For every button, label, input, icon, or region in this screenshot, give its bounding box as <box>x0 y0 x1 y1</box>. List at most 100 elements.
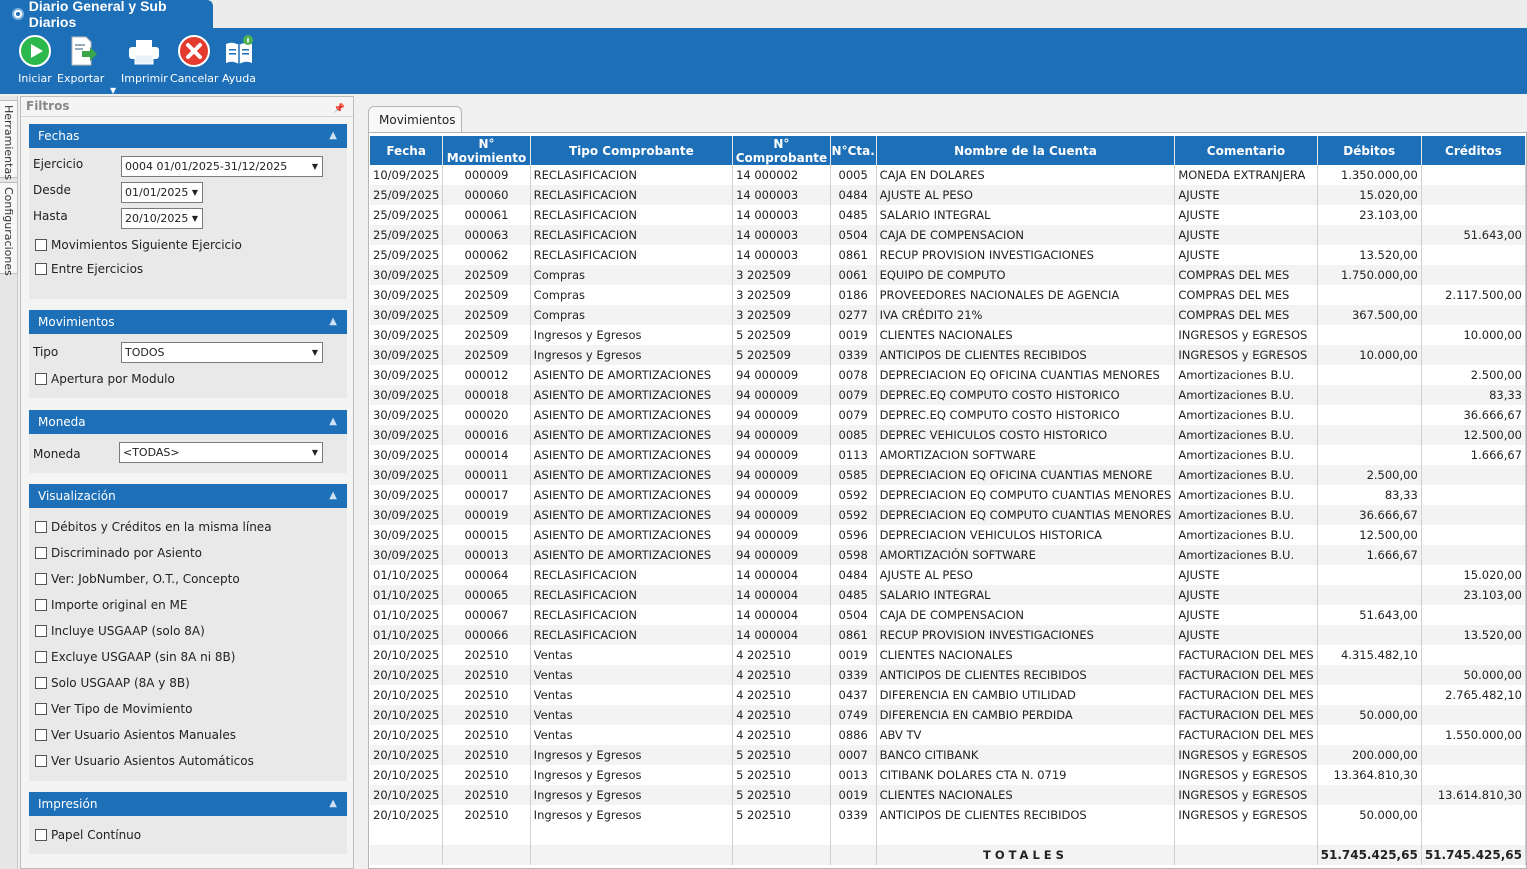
chk-ver-usuario-automaticos[interactable]: Ver Usuario Asientos Automáticos <box>35 754 254 768</box>
chk-importe-original-me[interactable]: Importe original en ME <box>35 598 187 612</box>
table-row[interactable]: 30/09/2025 202509 Compras 3 202509 0186 PROVE… <box>370 285 1526 305</box>
table-row[interactable]: 30/09/2025 000016 ASIENTO DE AMORTIZACIONE… <box>370 425 1526 445</box>
hasta-date-field[interactable]: 20/10/2025 ▼ <box>121 208 203 229</box>
chk-ver-tipo-movimiento[interactable]: Ver Tipo de Movimiento <box>35 702 192 716</box>
chk-ver-usuario-manuales[interactable]: Ver Usuario Asientos Manuales <box>35 728 236 742</box>
chk-debitos-creditos-misma-linea[interactable]: Débitos y Créditos en la misma línea <box>35 520 272 534</box>
desde-date-field[interactable]: 01/01/2025 ▼ <box>121 182 203 203</box>
exportar-button[interactable]: Exportar <box>57 33 104 85</box>
table-row[interactable]: 20/10/2025 202510 Ingresos y Egresos 5 2025… <box>370 785 1526 805</box>
table-row[interactable]: 20/10/2025 202510 Ventas 4 202510 0437 DIFERE… <box>370 685 1526 705</box>
cancelar-button[interactable]: Cancelar <box>170 33 219 85</box>
cell-comentario: FACTURACION DEL MES <box>1174 725 1318 745</box>
chk-ver-jobnumber[interactable]: Ver: JobNumber, O.T., Concepto <box>35 572 240 586</box>
checkbox[interactable] <box>35 239 47 251</box>
collapse-icon[interactable]: ▲ <box>329 490 337 501</box>
chk-apertura-por-modulo[interactable]: Apertura por Modulo <box>35 372 175 386</box>
collapse-icon[interactable]: ▲ <box>329 798 337 809</box>
imprimir-button[interactable]: Imprimir <box>121 33 168 85</box>
group-visualizacion-header[interactable]: Visualización ▲ <box>29 484 347 508</box>
checkbox[interactable] <box>35 729 47 741</box>
side-tabs: Herramientas Configuraciones <box>0 96 18 869</box>
col-creditos[interactable]: Créditos <box>1421 136 1526 165</box>
group-movimientos-header[interactable]: Movimientos ▲ <box>29 310 347 334</box>
table-row[interactable]: 10/09/2025 000009 RECLASIFICACION 14 000002… <box>370 165 1526 185</box>
collapse-icon[interactable]: ▲ <box>329 416 337 427</box>
checkbox[interactable] <box>35 547 47 559</box>
checkbox[interactable] <box>35 521 47 533</box>
checkbox[interactable] <box>35 829 47 841</box>
table-row[interactable]: 30/09/2025 202509 Compras 3 202509 0061 EQUIP… <box>370 265 1526 285</box>
collapse-icon[interactable]: ▲ <box>329 316 337 327</box>
group-impresion-header[interactable]: Impresión ▲ <box>29 792 347 816</box>
table-row[interactable]: 30/09/2025 202509 Ingresos y Egresos 5 2025… <box>370 345 1526 365</box>
table-row[interactable]: 01/10/2025 000066 RECLASIFICACION 14 000004… <box>370 625 1526 645</box>
col-n-movimiento[interactable]: N° Movimiento <box>442 136 531 165</box>
table-row[interactable]: 30/09/2025 000011 ASIENTO DE AMORTIZACIONE… <box>370 465 1526 485</box>
window-title-tab[interactable]: Diario General y Sub Diarios <box>0 0 213 30</box>
checkbox[interactable] <box>35 703 47 715</box>
tab-movimientos[interactable]: Movimientos <box>368 106 462 132</box>
checkbox[interactable] <box>35 263 47 275</box>
table-row[interactable]: 25/09/2025 000062 RECLASIFICACION 14 000003… <box>370 245 1526 265</box>
iniciar-button[interactable]: Iniciar <box>17 33 53 85</box>
table-row[interactable]: 30/09/2025 000018 ASIENTO DE AMORTIZACIONE… <box>370 385 1526 405</box>
checkbox[interactable] <box>35 677 47 689</box>
group-moneda-header[interactable]: Moneda ▲ <box>29 410 347 434</box>
checkbox[interactable] <box>35 373 47 385</box>
chk-solo-usgaap[interactable]: Solo USGAAP (8A y 8B) <box>35 676 190 690</box>
table-row[interactable]: 20/10/2025 202510 Ventas 4 202510 0339 ANTICI… <box>370 665 1526 685</box>
group-fechas-header[interactable]: Fechas ▲ <box>29 124 347 148</box>
chk-entre-ejercicios[interactable]: Entre Ejercicios <box>35 262 143 276</box>
table-row[interactable]: 20/10/2025 202510 Ingresos y Egresos 5 2025… <box>370 805 1526 825</box>
table-row[interactable]: 25/09/2025 000063 RECLASIFICACION 14 000003… <box>370 225 1526 245</box>
chk-papel-continuo[interactable]: Papel Contínuo <box>35 828 141 842</box>
table-row[interactable]: 30/09/2025 000013 ASIENTO DE AMORTIZACIONE… <box>370 545 1526 565</box>
table-row[interactable]: 30/09/2025 000012 ASIENTO DE AMORTIZACIONE… <box>370 365 1526 385</box>
moneda-select[interactable]: <TODAS> ▼ <box>119 442 323 463</box>
table-row[interactable]: 01/10/2025 000067 RECLASIFICACION 14 000004… <box>370 605 1526 625</box>
tab-configuraciones[interactable]: Configuraciones <box>0 182 18 276</box>
chk-incluye-usgaap[interactable]: Incluye USGAAP (solo 8A) <box>35 624 205 638</box>
table-row[interactable]: 20/10/2025 202510 Ingresos y Egresos 5 2025… <box>370 765 1526 785</box>
table-row[interactable]: 30/09/2025 000019 ASIENTO DE AMORTIZACIONE… <box>370 505 1526 525</box>
ayuda-button[interactable]: Ayuda <box>221 33 257 85</box>
table-row[interactable]: 30/09/2025 202509 Ingresos y Egresos 5 2025… <box>370 325 1526 345</box>
table-row[interactable]: 30/09/2025 000015 ASIENTO DE AMORTIZACIONE… <box>370 525 1526 545</box>
pin-icon[interactable]: 📌 <box>333 104 345 114</box>
table-row[interactable]: 25/09/2025 000060 RECLASIFICACION 14 000003… <box>370 185 1526 205</box>
col-debitos[interactable]: Débitos <box>1317 136 1422 165</box>
table-row[interactable]: 30/09/2025 000017 ASIENTO DE AMORTIZACIONE… <box>370 485 1526 505</box>
cell-nombre-cuenta: DEPRECIACION EQ OFICINA CUANTIAS MENORES <box>876 365 1176 385</box>
checkbox[interactable] <box>35 755 47 767</box>
cell-nombre-cuenta: AMORTIZACION SOFTWARE <box>876 445 1176 465</box>
table-row[interactable]: 30/09/2025 000020 ASIENTO DE AMORTIZACIONE… <box>370 405 1526 425</box>
tipo-select[interactable]: TODOS ▼ <box>121 342 323 363</box>
col-nombre-cuenta[interactable]: Nombre de la Cuenta <box>876 136 1176 165</box>
tab-herramientas[interactable]: Herramientas <box>0 100 18 180</box>
chk-movimientos-siguiente-ejercicio[interactable]: Movimientos Siguiente Ejercicio <box>35 238 242 252</box>
table-row[interactable]: 20/10/2025 202510 Ventas 4 202510 0749 DIFERE… <box>370 705 1526 725</box>
ejercicio-select[interactable]: 0004 01/01/2025-31/12/2025 ▼ <box>121 156 323 177</box>
col-tipo-comprobante[interactable]: Tipo Comprobante <box>530 136 734 165</box>
table-row[interactable]: 25/09/2025 000061 RECLASIFICACION 14 000003… <box>370 205 1526 225</box>
checkbox[interactable] <box>35 625 47 637</box>
table-row[interactable]: 20/10/2025 202510 Ventas 4 202510 0019 CLIENT… <box>370 645 1526 665</box>
checkbox[interactable] <box>35 599 47 611</box>
col-n-comprobante[interactable]: N° Comprobante <box>732 136 831 165</box>
chk-discriminado-por-asiento[interactable]: Discriminado por Asiento <box>35 546 202 560</box>
table-row[interactable]: 30/09/2025 000014 ASIENTO DE AMORTIZACIONE… <box>370 445 1526 465</box>
col-fecha[interactable]: Fecha <box>370 136 444 165</box>
chk-excluye-usgaap[interactable]: Excluye USGAAP (sin 8A ni 8B) <box>35 650 235 664</box>
col-n-cta[interactable]: N°Cta. <box>830 136 877 165</box>
exportar-dropdown-icon[interactable]: ▼ <box>110 86 117 95</box>
table-row[interactable]: 20/10/2025 202510 Ventas 4 202510 0886 ABV TV… <box>370 725 1526 745</box>
table-row[interactable]: 30/09/2025 202509 Compras 3 202509 0277 IVA C… <box>370 305 1526 325</box>
table-row[interactable]: 01/10/2025 000064 RECLASIFICACION 14 000004… <box>370 565 1526 585</box>
collapse-icon[interactable]: ▲ <box>329 130 337 141</box>
table-row[interactable]: 01/10/2025 000065 RECLASIFICACION 14 000004… <box>370 585 1526 605</box>
checkbox[interactable] <box>35 573 47 585</box>
table-row[interactable]: 20/10/2025 202510 Ingresos y Egresos 5 2025… <box>370 745 1526 765</box>
checkbox[interactable] <box>35 651 47 663</box>
col-comentario[interactable]: Comentario <box>1174 136 1318 165</box>
